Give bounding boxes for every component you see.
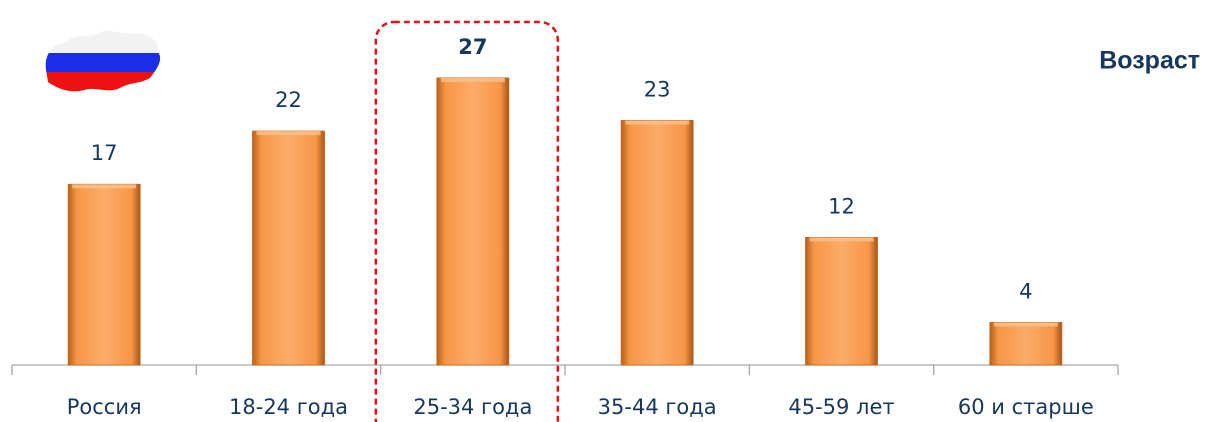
bar: [67, 183, 141, 366]
x-tick-label: Россия: [67, 395, 142, 419]
x-tick-label: 35-44 года: [598, 395, 717, 419]
bar: [620, 120, 694, 366]
bar-bevel: [440, 77, 505, 82]
bar-bevel: [625, 120, 690, 125]
value-label: 4: [1019, 279, 1032, 303]
x-tick-label: 45-59 лет: [788, 395, 894, 419]
bar: [805, 236, 878, 366]
value-label: 27: [458, 35, 487, 59]
bar: [989, 322, 1063, 366]
bar-bevel: [256, 131, 321, 136]
x-tick-label: 25-34 года: [413, 395, 532, 419]
bar: [436, 77, 510, 366]
value-label: 23: [644, 77, 671, 101]
bar: [252, 130, 325, 366]
chart-title: Возраст: [1099, 47, 1200, 75]
x-tick-label: 60 и старше: [958, 395, 1094, 419]
value-label: 12: [828, 194, 855, 218]
value-label: 17: [91, 141, 118, 165]
bar-bevel: [993, 322, 1058, 327]
x-tick-label: 18-24 года: [229, 395, 348, 419]
highlight-box: [374, 20, 560, 422]
bar-bevel: [809, 237, 874, 242]
bar-bevel: [72, 184, 137, 189]
value-label: 22: [275, 88, 302, 112]
russia-map: [45, 30, 161, 92]
